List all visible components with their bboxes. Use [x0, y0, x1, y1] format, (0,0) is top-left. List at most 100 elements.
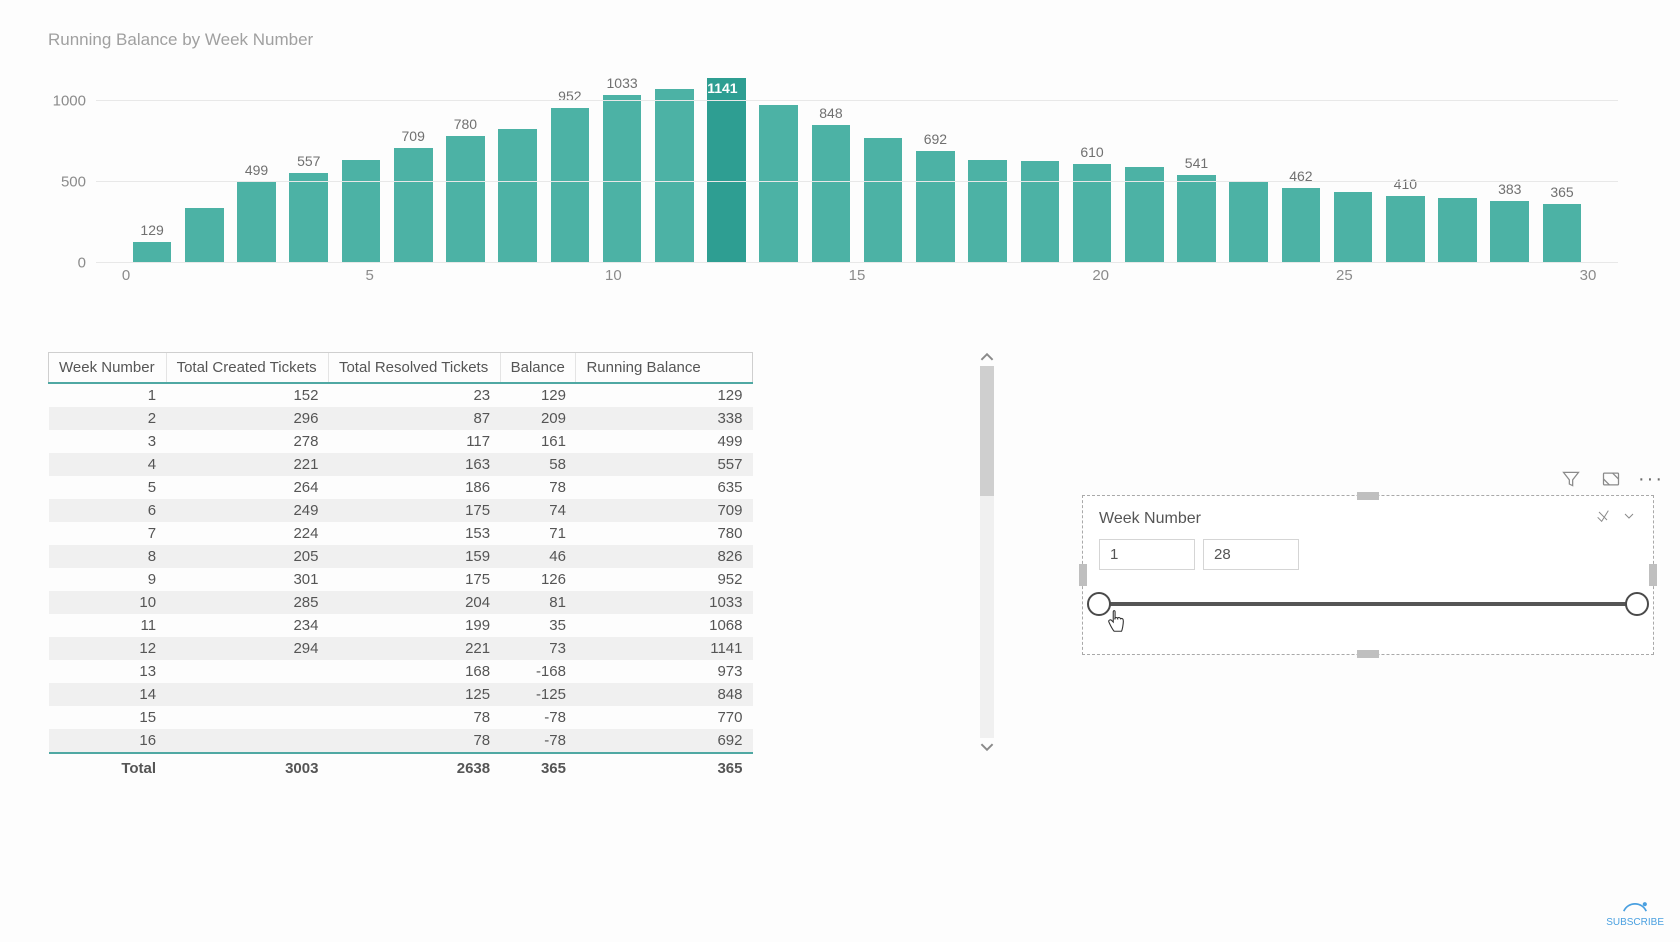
table-row[interactable]: 1578-78770: [49, 706, 753, 729]
bar-slot[interactable]: [335, 160, 387, 263]
table-header-cell[interactable]: Total Created Tickets: [166, 353, 328, 384]
table-row[interactable]: 9301175126952: [49, 568, 753, 591]
bar-slot[interactable]: 952: [544, 88, 596, 263]
bar[interactable]: 1141: [707, 78, 746, 263]
bar[interactable]: [968, 160, 1007, 263]
data-table[interactable]: Week NumberTotal Created TicketsTotal Re…: [48, 352, 753, 783]
table-header-cell[interactable]: Week Number: [49, 353, 167, 384]
bar-slot[interactable]: 541: [1170, 155, 1222, 263]
bar-slot[interactable]: 383: [1484, 181, 1536, 263]
bar[interactable]: [655, 89, 694, 263]
bar[interactable]: [1021, 161, 1060, 263]
bar[interactable]: [185, 208, 224, 263]
bar[interactable]: [1490, 201, 1529, 263]
resize-grip-left[interactable]: [1079, 564, 1087, 586]
bar-slot[interactable]: [857, 138, 909, 263]
bar[interactable]: [916, 151, 955, 263]
bar[interactable]: [1438, 198, 1477, 263]
bar[interactable]: [446, 136, 485, 263]
table-row[interactable]: 3278117161499: [49, 430, 753, 453]
table-row[interactable]: 820515946826: [49, 545, 753, 568]
bar[interactable]: [1386, 196, 1425, 263]
scroll-down-icon[interactable]: [980, 742, 994, 752]
bar[interactable]: [1334, 192, 1373, 263]
bar-slot[interactable]: 692: [909, 131, 961, 263]
table-row[interactable]: 12294221731141: [49, 637, 753, 660]
bar-slot[interactable]: 709: [387, 128, 439, 263]
bar-slot[interactable]: [1431, 198, 1483, 263]
table-cell: 224: [166, 522, 328, 545]
bar-slot[interactable]: 499: [230, 162, 282, 263]
table-cell: 973: [576, 660, 753, 683]
scrollbar-track[interactable]: [980, 366, 994, 738]
bar-slot[interactable]: [178, 208, 230, 263]
table-row[interactable]: 11234199351068: [49, 614, 753, 637]
bar[interactable]: [551, 108, 590, 263]
filter-icon[interactable]: [1560, 468, 1582, 490]
bar[interactable]: [498, 129, 537, 263]
table-header-cell[interactable]: Balance: [500, 353, 576, 384]
resize-grip-bottom[interactable]: [1357, 650, 1379, 658]
bar-slot[interactable]: [962, 160, 1014, 263]
table-row[interactable]: 422116358557: [49, 453, 753, 476]
range-slider[interactable]: [1099, 590, 1637, 620]
bar[interactable]: [603, 95, 642, 263]
table-header-cell[interactable]: Total Resolved Tickets: [328, 353, 500, 384]
slider-handle-high[interactable]: [1625, 592, 1649, 616]
clear-selection-icon[interactable]: [1595, 508, 1611, 529]
table-header-cell[interactable]: Running Balance: [576, 353, 753, 384]
bar-value-label: 709: [402, 128, 425, 144]
bar[interactable]: [133, 242, 172, 263]
bar[interactable]: [342, 160, 381, 263]
table-row[interactable]: 13168-168973: [49, 660, 753, 683]
table-row[interactable]: 526418678635: [49, 476, 753, 499]
bar-slot[interactable]: [492, 129, 544, 263]
bar-slot[interactable]: 410: [1379, 176, 1431, 263]
bar[interactable]: [289, 173, 328, 264]
bar[interactable]: [1229, 182, 1268, 263]
more-options-icon[interactable]: ···: [1640, 468, 1662, 490]
bar[interactable]: [394, 148, 433, 263]
table-row[interactable]: 722415371780: [49, 522, 753, 545]
bar[interactable]: [237, 182, 276, 263]
bar-slot[interactable]: 1141: [700, 78, 752, 263]
bar-slot[interactable]: 557: [283, 153, 335, 264]
bar-slot[interactable]: [1327, 192, 1379, 263]
focus-mode-icon[interactable]: [1600, 468, 1622, 490]
chart-plot-area[interactable]: 129 499557 709 780 9521033 1141 848 692 610 541 46…: [96, 68, 1618, 263]
table-row[interactable]: 14125-125848: [49, 683, 753, 706]
resize-grip-right[interactable]: [1649, 564, 1657, 586]
bar[interactable]: [1543, 204, 1582, 263]
bar-slot[interactable]: 1033: [596, 75, 648, 263]
table-cell: 153: [328, 522, 500, 545]
scrollbar-thumb[interactable]: [980, 366, 994, 496]
table-row[interactable]: 229687209338: [49, 407, 753, 430]
bar-slot[interactable]: [753, 105, 805, 263]
bar-slot[interactable]: 129: [126, 222, 178, 263]
bar-slot[interactable]: [1014, 161, 1066, 263]
week-number-slicer[interactable]: Week Number: [1082, 495, 1654, 655]
slicer-dropdown-icon[interactable]: [1621, 508, 1637, 529]
bar[interactable]: [1177, 175, 1216, 263]
slicer-min-input[interactable]: [1099, 539, 1195, 570]
slicer-max-input[interactable]: [1203, 539, 1299, 570]
table-row[interactable]: 1678-78692: [49, 729, 753, 753]
scroll-up-icon[interactable]: [980, 352, 994, 362]
bar[interactable]: [1073, 164, 1112, 263]
table-row[interactable]: 115223129129: [49, 383, 753, 407]
resize-grip-top[interactable]: [1357, 492, 1379, 500]
bar-slot[interactable]: 462: [1275, 168, 1327, 263]
bar-slot[interactable]: 848: [805, 105, 857, 263]
bar[interactable]: [812, 125, 851, 263]
bar-slot[interactable]: [648, 89, 700, 263]
bar[interactable]: [864, 138, 903, 263]
bar-slot[interactable]: 610: [1066, 144, 1118, 263]
table-row[interactable]: 624917574709: [49, 499, 753, 522]
bar[interactable]: [1282, 188, 1321, 263]
bar[interactable]: [759, 105, 798, 263]
bar-slot[interactable]: 365: [1536, 184, 1588, 263]
table-row[interactable]: 10285204811033: [49, 591, 753, 614]
table-scrollbar[interactable]: [978, 352, 996, 752]
bar-slot[interactable]: 780: [439, 116, 491, 263]
bar-slot[interactable]: [1223, 182, 1275, 263]
